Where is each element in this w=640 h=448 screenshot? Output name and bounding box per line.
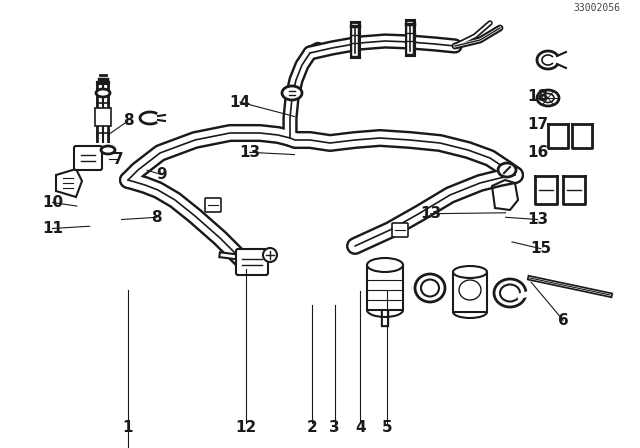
Ellipse shape [542,94,554,103]
Text: 4: 4 [355,420,365,435]
Ellipse shape [415,274,445,302]
Text: 10: 10 [42,195,63,210]
Text: 1: 1 [123,420,133,435]
Ellipse shape [459,280,481,300]
Ellipse shape [367,258,403,272]
FancyBboxPatch shape [236,249,268,275]
Text: 18: 18 [527,89,548,104]
Text: 2: 2 [307,420,317,435]
Text: 7: 7 [113,151,124,167]
FancyBboxPatch shape [74,146,102,170]
Text: 3: 3 [330,420,340,435]
Text: 13: 13 [420,206,442,221]
Text: 17: 17 [527,117,548,132]
Text: 11: 11 [42,221,63,236]
Ellipse shape [537,90,559,106]
Text: 33002056: 33002056 [573,3,620,13]
Text: 8: 8 [152,210,162,225]
Text: 13: 13 [239,145,260,160]
Ellipse shape [500,284,520,302]
Bar [453,272,487,312]
FancyBboxPatch shape [205,198,221,212]
Bar [367,265,403,310]
Text: 8: 8 [123,113,133,129]
Ellipse shape [421,280,439,297]
Ellipse shape [453,266,487,278]
Ellipse shape [498,163,516,177]
Text: 5: 5 [382,420,392,435]
Text: 15: 15 [530,241,552,256]
Polygon shape [56,169,82,197]
Text: 12: 12 [236,420,257,435]
Ellipse shape [101,146,115,154]
Text: 9: 9 [157,167,167,182]
Text: 16: 16 [527,145,548,160]
Text: 6: 6 [558,313,568,328]
FancyBboxPatch shape [392,223,408,237]
Ellipse shape [494,279,526,307]
Text: 14: 14 [229,95,251,110]
Circle shape [263,248,277,262]
Ellipse shape [96,89,110,97]
Bar [95,108,111,126]
Text: 13: 13 [527,212,548,227]
Ellipse shape [282,86,302,100]
